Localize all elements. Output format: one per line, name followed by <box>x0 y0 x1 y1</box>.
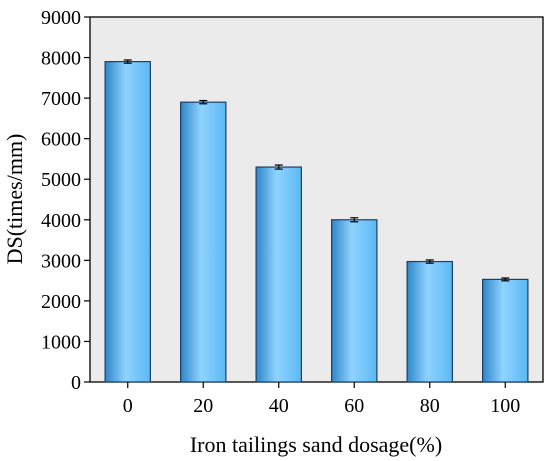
y-tick-label: 9000 <box>41 7 81 29</box>
x-tick-label: 60 <box>344 395 364 417</box>
y-tick-label: 4000 <box>41 210 81 232</box>
y-tick-label: 7000 <box>41 88 81 110</box>
y-tick-label: 2000 <box>41 291 81 313</box>
bars-group <box>104 59 529 383</box>
bar <box>255 166 303 383</box>
x-tick-label: 80 <box>420 395 440 417</box>
x-axis: 0 20 40 60 80 100 <box>123 382 520 417</box>
y-axis: 0 1000 2000 3000 4000 5000 6000 7000 8000 9000 <box>41 7 90 394</box>
x-tick-label: 0 <box>123 395 133 417</box>
y-tick-label: 8000 <box>41 48 81 70</box>
y-tick-label: 5000 <box>41 169 81 191</box>
bar <box>331 219 378 383</box>
y-axis-label: DS(times/mm) <box>2 134 27 265</box>
bar <box>104 61 151 383</box>
y-tick-label: 1000 <box>41 331 81 353</box>
bar <box>482 278 529 383</box>
x-axis-label: Iron tailings sand dosage(%) <box>190 432 442 457</box>
y-tick-label: 6000 <box>41 129 81 151</box>
bar <box>180 101 227 383</box>
bar <box>406 260 454 383</box>
x-tick-label: 40 <box>269 395 289 417</box>
x-tick-label: 100 <box>490 395 520 417</box>
plot-area <box>89 16 544 383</box>
y-tick-label: 0 <box>71 372 81 394</box>
y-tick-label: 3000 <box>41 250 81 272</box>
x-tick-label: 20 <box>193 395 213 417</box>
